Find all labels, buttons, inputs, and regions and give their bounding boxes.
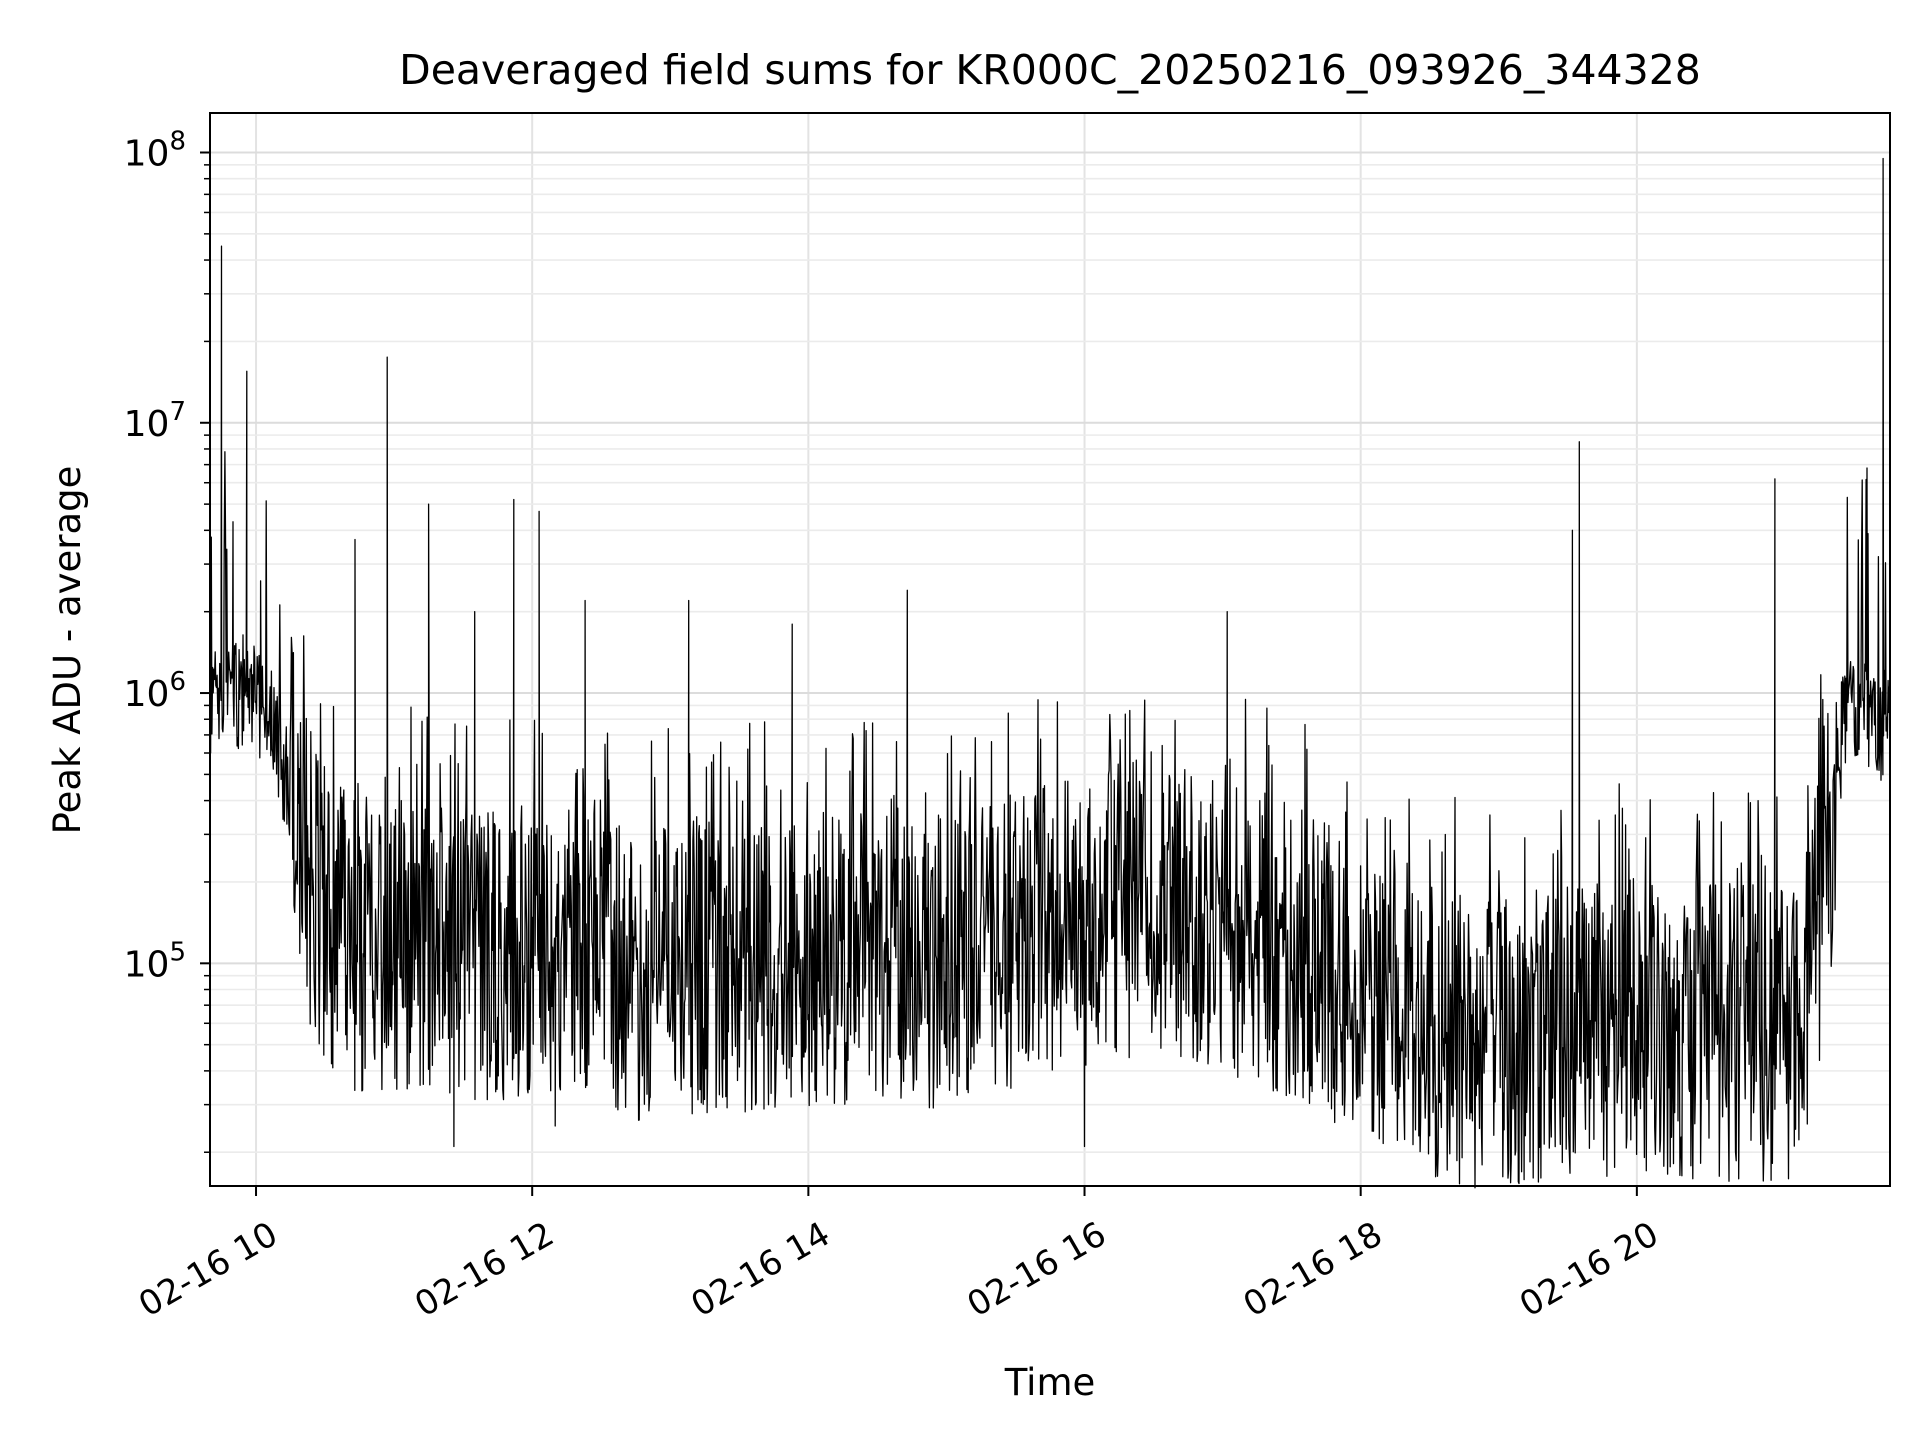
y-axis-ticks: 105 106 107 108 (124, 126, 210, 1153)
y-tick-label: 108 (124, 126, 186, 174)
x-axis-label: Time (1004, 1361, 1096, 1404)
plot-frame (209, 112, 1891, 1187)
series-line (209, 157, 1891, 1189)
chart-title: Deaveraged field sums for KR000C_2025021… (399, 46, 1701, 94)
y-tick-label: 106 (124, 667, 186, 715)
y-tick-label: 105 (124, 937, 186, 985)
series-path (209, 157, 1891, 1189)
y-tick-label: 107 (124, 397, 186, 445)
y-axis-label: Peak ADU - average (46, 466, 89, 835)
